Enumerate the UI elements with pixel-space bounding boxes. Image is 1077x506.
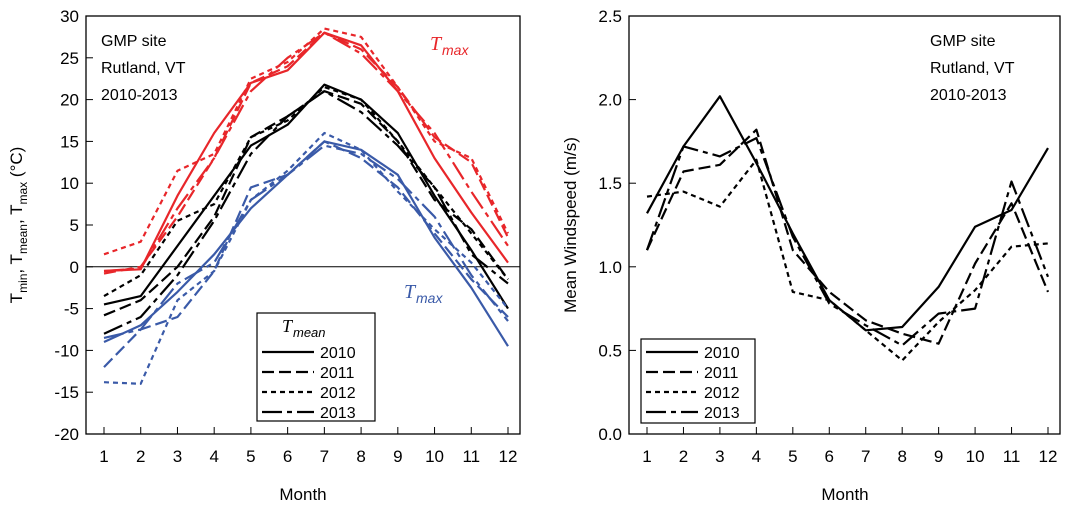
legend-label: 2013 [320, 405, 356, 422]
x-tick-label: 6 [283, 447, 292, 466]
x-tick-label: 5 [246, 447, 255, 466]
legend-label: 2010 [704, 345, 740, 362]
y-tick-label: 10 [60, 174, 79, 193]
x-tick-label: 7 [320, 447, 329, 466]
y-axis-title: Mean Windspeed (m/s) [561, 137, 580, 313]
x-tick-label: 9 [934, 447, 943, 466]
x-tick-label: 9 [393, 447, 402, 466]
x-tick-label: 6 [825, 447, 834, 466]
tmax-blue-label: T [404, 281, 417, 303]
legend: T mean 2010 2011 2012 2013 [256, 312, 376, 422]
x-tick-label: 2 [136, 447, 145, 466]
x-tick-label: 1 [642, 447, 651, 466]
x-ticks: 1 2 3 4 5 6 7 8 9 10 11 12 [642, 427, 1057, 466]
y-tick-label: 0 [70, 258, 79, 277]
tmax-red-subscript: max [442, 42, 469, 58]
y-tick-label: 2.5 [598, 7, 622, 26]
y-tick-label: -15 [54, 383, 79, 402]
series-line-min-2011 [103, 140, 509, 368]
y-ticks: 30 25 20 15 10 5 0 -5 -10 -15 -20 [54, 7, 93, 444]
windspeed-chart: 2.52.01.51.00.50.0 1 2 3 4 5 6 7 8 9 10 11 12 Month… [561, 7, 1061, 504]
x-tick-label: 10 [425, 447, 444, 466]
x-tick-label: 11 [1003, 447, 1021, 466]
tmax-blue-subscript: max [416, 290, 443, 306]
legend-label: 2011 [704, 365, 739, 382]
y-tick-label: 20 [60, 91, 79, 110]
series-line-mean-2013 [103, 90, 509, 335]
x-tick-label: 8 [897, 447, 906, 466]
legend-label: 2013 [704, 405, 740, 422]
series-line-mean-2011 [103, 90, 509, 317]
series-line-mean-2010 [103, 83, 509, 310]
legend-label: 2012 [320, 385, 356, 402]
y-tick-label: 30 [60, 7, 79, 26]
x-tick-label: 8 [356, 447, 365, 466]
y-tick-label: -20 [54, 425, 79, 444]
series-lines [103, 27, 509, 385]
x-tick-label: 11 [462, 447, 480, 466]
y-tick-label: 1.5 [598, 174, 622, 193]
x-tick-label: 4 [209, 447, 218, 466]
x-axis-title: Month [279, 485, 326, 504]
tmax-red-label: T [430, 33, 443, 55]
legend-box [256, 312, 376, 422]
legend: 2010 2011 2012 2013 [640, 338, 756, 424]
site-annotation-line-1: GMP site [101, 33, 167, 50]
series-line-min-2013 [103, 144, 509, 339]
series-line-min-2012 [103, 131, 509, 385]
series-line-wind-2011 [646, 128, 1050, 345]
site-annotation-line-3: 2010-2013 [101, 87, 178, 104]
series-lines [645, 95, 1050, 362]
y-tick-label: 5 [70, 216, 79, 235]
y-tick-label: 2.0 [598, 91, 622, 110]
x-tick-label: 1 [99, 447, 108, 466]
x-tick-label: 10 [966, 447, 985, 466]
x-tick-label: 2 [679, 447, 688, 466]
x-ticks: 1 2 3 4 5 6 7 8 9 10 11 12 [99, 427, 517, 466]
series-line-max-2013 [103, 31, 509, 273]
x-tick-label: 3 [715, 447, 724, 466]
series-line-mean-2012 [103, 85, 509, 298]
site-annotation-line-3: 2010-2013 [930, 87, 1007, 104]
series-line-wind-2013 [645, 137, 1050, 347]
series-line-wind-2010 [646, 95, 1049, 332]
y-tick-label: 15 [60, 132, 79, 151]
site-annotation-line-1: GMP site [930, 33, 996, 50]
legend-label: 2010 [320, 345, 356, 362]
x-tick-label: 5 [788, 447, 797, 466]
y-tick-label: -5 [64, 300, 79, 319]
x-axis-title: Month [821, 485, 868, 504]
y-tick-label: 0.5 [598, 341, 622, 360]
y-tick-label: 0.0 [598, 425, 622, 444]
y-axis-title: Tmin, Tmean, Tmax (°C) [7, 147, 30, 304]
x-tick-label: 4 [752, 447, 761, 466]
legend-title: mean [293, 325, 326, 340]
y-tick-label: 1.0 [598, 258, 622, 277]
y-ticks: 2.5 2.0 1.5 1.0 0.5 0.0 [598, 7, 636, 444]
series-line-min-2010 [103, 140, 509, 347]
legend-label: 2012 [704, 385, 740, 402]
site-annotation-line-2: Rutland, VT [930, 60, 1015, 77]
y-tick-label: -10 [54, 341, 79, 360]
plot-frame [628, 15, 1061, 435]
site-annotation-line-2: Rutland, VT [101, 60, 186, 77]
x-tick-label: 12 [499, 447, 518, 466]
x-tick-label: 12 [1039, 447, 1058, 466]
x-tick-label: 3 [173, 447, 182, 466]
legend-label: 2011 [320, 365, 355, 382]
x-tick-label: 7 [861, 447, 870, 466]
legend-title-t: T [282, 316, 294, 336]
y-tick-label: 25 [60, 49, 79, 68]
series-line-max-2010 [103, 31, 509, 273]
